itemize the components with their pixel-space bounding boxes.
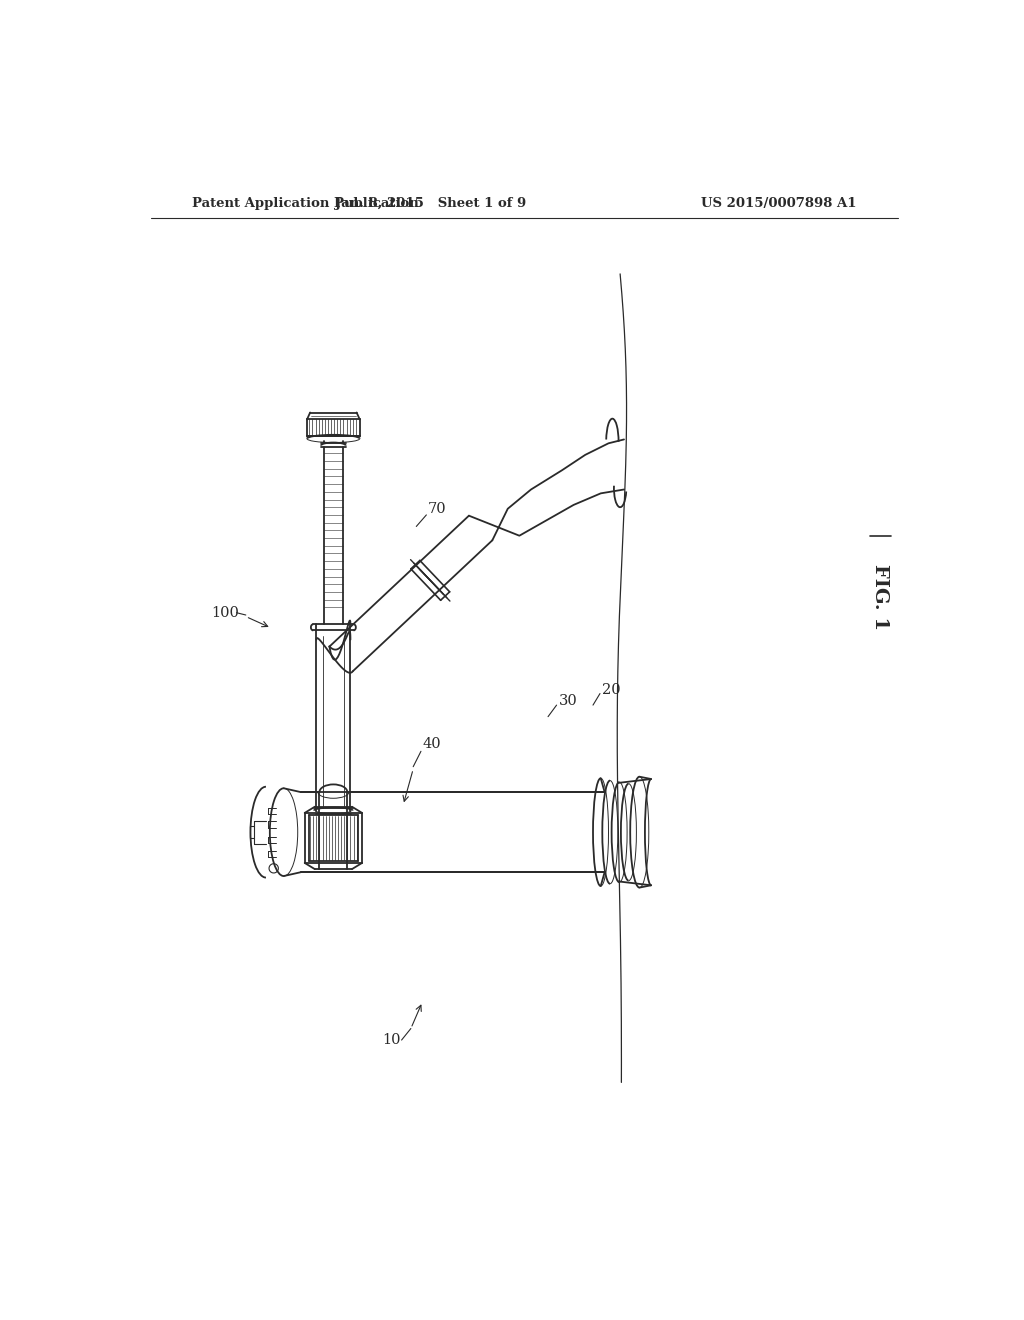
Text: US 2015/0007898 A1: US 2015/0007898 A1 [701, 197, 856, 210]
Text: 10: 10 [382, 1034, 400, 1047]
Text: FIG. 1: FIG. 1 [870, 564, 889, 631]
Text: 70: 70 [428, 502, 446, 516]
Text: 40: 40 [423, 737, 441, 751]
Text: Jan. 8, 2015   Sheet 1 of 9: Jan. 8, 2015 Sheet 1 of 9 [335, 197, 526, 210]
Text: 100: 100 [212, 606, 240, 619]
Text: 30: 30 [559, 694, 578, 709]
Text: 20: 20 [602, 682, 621, 697]
Text: Patent Application Publication: Patent Application Publication [191, 197, 418, 210]
